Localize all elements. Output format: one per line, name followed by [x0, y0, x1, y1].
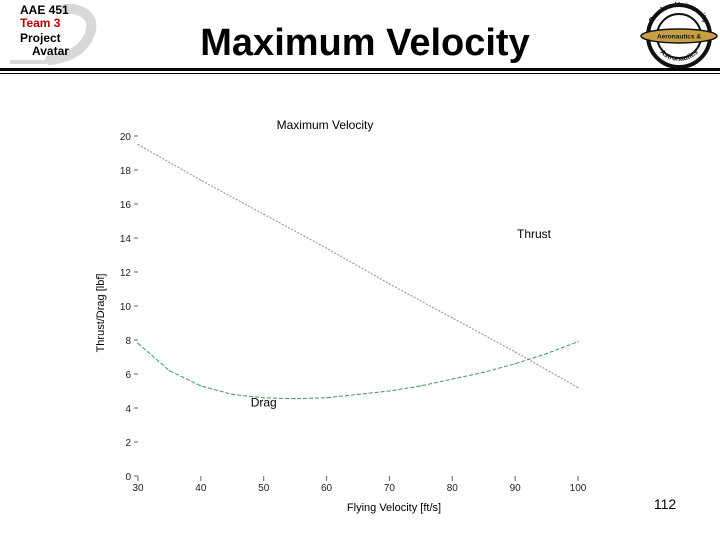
chart-annotations: Thrust Drag: [251, 227, 552, 409]
logo-line-project: Project: [20, 31, 61, 45]
annotation-drag: Drag: [251, 395, 277, 409]
drag-data-point: [388, 390, 391, 392]
y-tick-label: 18: [120, 166, 132, 177]
drag-data-point: [168, 370, 171, 372]
y-tick-label: 16: [120, 200, 132, 211]
thrust-data-point: [325, 247, 328, 249]
x-axis-ticks: 30 40 50 60 70 80 90 100: [132, 476, 587, 494]
x-tick-label: 60: [321, 483, 333, 494]
x-tick-label: 30: [132, 483, 144, 494]
logo-line-course: AAE 451: [20, 3, 69, 17]
x-tick-label: 90: [510, 483, 522, 494]
drag-data-point: [200, 385, 202, 387]
thrust-data-point: [388, 283, 391, 285]
thrust-data-point: [451, 317, 453, 319]
drag-series-line: [137, 341, 579, 400]
y-tick-label: 20: [120, 132, 132, 143]
y-tick-label: 14: [120, 234, 132, 245]
x-tick-label: 50: [258, 483, 270, 494]
page-title: Maximum Velocity: [200, 22, 530, 64]
chart-x-axis-label: Flying Velocity [ft/s]: [347, 502, 441, 514]
thrust-data-point: [577, 387, 579, 389]
logo-line-avatar: Avatar: [32, 44, 69, 58]
team-logo: AAE 451 Team 3 Project Avatar: [6, 4, 98, 66]
thrust-series-line: [137, 144, 579, 389]
thrust-data-point: [200, 179, 202, 181]
drag-data-point: [483, 371, 485, 373]
y-tick-label: 12: [120, 268, 132, 279]
chart-title: Maximum Velocity: [277, 118, 374, 132]
y-tick-label: 2: [125, 438, 131, 449]
annotation-thrust: Thrust: [517, 227, 552, 241]
y-tick-label: 4: [125, 404, 131, 415]
y-axis-ticks: 0 2 4 6 8 10 12 14 16 18 20: [120, 132, 138, 483]
slide-number: 112: [653, 496, 677, 512]
drag-data-point: [294, 398, 296, 400]
thrust-data-point: [514, 351, 516, 353]
thrust-data-point: [137, 143, 139, 146]
thrust-data-point: [263, 213, 265, 215]
x-tick-label: 70: [384, 483, 396, 494]
drag-data-point: [451, 378, 453, 380]
logo-line-team: Team 3: [20, 16, 61, 30]
x-tick-label: 100: [570, 483, 587, 494]
drag-data-point: [325, 397, 328, 399]
drag-data-point: [231, 393, 233, 395]
drag-data-point: [357, 393, 359, 395]
drag-data-point: [577, 341, 579, 343]
drag-data-point: [545, 353, 548, 355]
drag-data-point: [137, 342, 139, 344]
purdue-logo-emblem: Purdue University Aeronautics & Astronau…: [640, 0, 718, 69]
purdue-logo-text-middle: Aeronautics &: [657, 34, 701, 41]
x-tick-label: 40: [195, 483, 207, 494]
drag-data-point: [514, 363, 516, 365]
y-tick-label: 0: [125, 472, 131, 483]
header-rule-thin: [0, 73, 720, 74]
purdue-logo-band: [640, 28, 718, 44]
y-tick-label: 8: [125, 336, 131, 347]
purdue-logo: Purdue University Aeronautics & Astronau…: [638, 0, 720, 70]
drag-data-point: [263, 397, 265, 399]
y-tick-label: 10: [120, 302, 132, 313]
y-tick-label: 6: [125, 370, 131, 381]
chart-y-axis-label: Thrust/Drag [lbf]: [95, 274, 107, 353]
chart-series: [137, 143, 579, 400]
drag-data-point: [420, 385, 422, 387]
header-rule: [0, 68, 720, 71]
x-tick-label: 80: [447, 483, 459, 494]
team-logo-swoosh: [10, 4, 97, 65]
